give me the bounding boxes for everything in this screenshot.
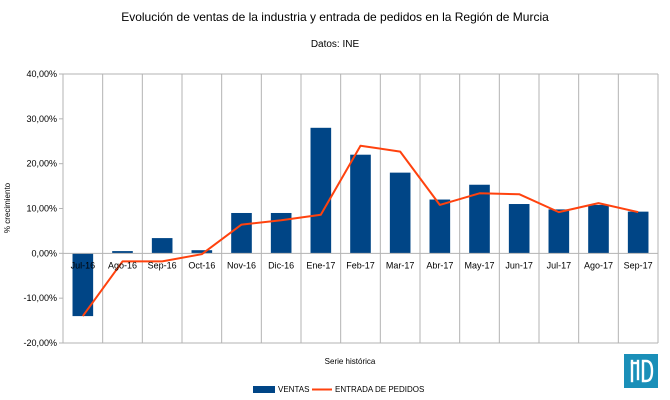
line-entrada-de-pedidos [81, 144, 639, 317]
x-tick-label: Abr-17 [426, 260, 453, 270]
x-tick-label: Nov-16 [227, 260, 256, 270]
bar-ventas [72, 253, 94, 317]
x-tick-label: Jul-16 [71, 260, 96, 270]
bar-ventas [469, 184, 490, 254]
bar-ventas [508, 204, 530, 254]
bar-ventas [389, 172, 411, 254]
x-tick-label: Ene-17 [306, 260, 335, 270]
legend: VENTAS ENTRADA DE PEDIDOS [253, 385, 424, 394]
bar-ventas [588, 204, 609, 254]
bar-ventas [112, 251, 133, 254]
x-tick-label: Feb-17 [346, 260, 375, 270]
y-tick-label: 30,00% [26, 114, 57, 124]
x-tick-label: Oct-16 [188, 260, 215, 270]
y-tick-label: 10,00% [26, 204, 57, 214]
x-tick-label: Ago-16 [108, 260, 137, 270]
x-tick-label: Sep-17 [624, 260, 653, 270]
bar-ventas [310, 127, 332, 254]
chart-subtitle: Datos: INE [310, 39, 360, 50]
y-tick-label: -10,00% [23, 293, 57, 303]
line-series [81, 144, 639, 317]
bar-ventas [191, 250, 213, 254]
x-tick-label: Mar-17 [386, 260, 415, 270]
axes [59, 73, 659, 344]
brand-logo [624, 354, 658, 388]
bar-series [72, 127, 649, 317]
legend-label-ventas: VENTAS [278, 385, 309, 394]
x-axis-title: Serie histórica [325, 357, 376, 366]
x-tick-label: Jun-17 [505, 260, 533, 270]
x-tick-label: Jul-17 [547, 260, 572, 270]
bar-ventas [231, 212, 252, 254]
y-tick-label: 0,00% [31, 248, 57, 258]
bar-ventas [350, 154, 371, 254]
tick-labels: -20,00% -10,00% 0,00% 10,00% 20,00% 30,00% 40,… [23, 69, 652, 348]
legend-swatch-ventas [253, 386, 275, 393]
y-tick-label: 20,00% [26, 159, 57, 169]
y-tick-label: 40,00% [26, 69, 57, 79]
x-tick-label: Dic-16 [268, 260, 294, 270]
y-tick-label: -20,00% [23, 338, 57, 348]
grid-lines [102, 74, 619, 343]
bar-ventas [429, 199, 451, 254]
bar-ventas [151, 238, 173, 254]
legend-label-pedidos: ENTRADA DE PEDIDOS [335, 385, 424, 394]
bar-ventas [548, 209, 570, 254]
y-axis-title: % crecimiento [3, 182, 12, 233]
x-tick-label: Ago-17 [584, 260, 613, 270]
bar-ventas [627, 211, 649, 254]
x-tick-label: Sep-16 [148, 260, 177, 270]
bar-ventas [270, 212, 292, 254]
x-tick-label: May-17 [464, 260, 494, 270]
chart-title: Evolución de ventas de la industria y en… [121, 10, 549, 24]
